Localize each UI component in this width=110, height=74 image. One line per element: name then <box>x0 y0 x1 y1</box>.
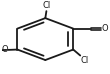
Text: Cl: Cl <box>81 56 89 65</box>
Text: O: O <box>102 24 108 33</box>
Text: Cl: Cl <box>42 1 50 10</box>
Text: O: O <box>1 45 8 54</box>
